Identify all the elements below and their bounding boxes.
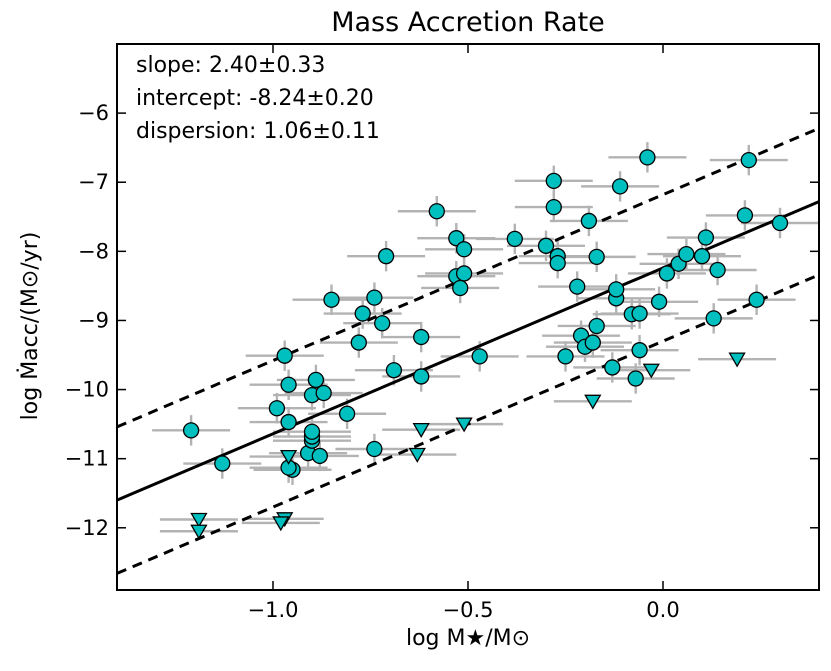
data-point (374, 315, 391, 332)
upper-limit-point (272, 516, 290, 532)
data-point (705, 310, 722, 327)
data-point (650, 293, 668, 310)
data-point (557, 348, 574, 365)
data-point (693, 248, 711, 265)
data-point (452, 279, 469, 297)
y-tick-label: −8 (78, 239, 109, 263)
data-point (549, 254, 566, 272)
y-tick-label: −11 (65, 447, 109, 471)
data-point (608, 281, 625, 298)
upper-limit-point (584, 394, 602, 410)
data-point (280, 376, 297, 393)
x-axis-label: log M★/M⊙ (406, 626, 530, 651)
annotation-slope: slope: 2.40±0.33 (136, 53, 325, 78)
data-point (354, 305, 371, 322)
data-point (323, 291, 340, 308)
data-point (588, 248, 605, 266)
data-point (569, 278, 586, 295)
data-point (276, 347, 293, 364)
data-point (611, 178, 629, 195)
annotation-intercept: intercept: -8.24±0.20 (136, 86, 374, 111)
upper-limit-point (279, 449, 298, 465)
data-point (545, 198, 562, 216)
data-point (658, 265, 676, 282)
y-ticks: −12 −11 −10 −9 −8 −7 −6 (65, 101, 819, 540)
annotations: slope: 2.40±0.33 intercept: -8.24±0.20 d… (136, 53, 380, 144)
y-tick-label: −6 (78, 101, 109, 125)
data-point (448, 230, 465, 247)
data-point (413, 368, 430, 385)
data-point (315, 384, 332, 402)
data-point (338, 405, 356, 422)
data-point (506, 230, 523, 248)
upper-limit-point (455, 417, 473, 433)
data-point (740, 151, 757, 169)
data-point (537, 237, 555, 254)
data-point (588, 317, 605, 335)
data-point (455, 265, 473, 282)
data-point (268, 400, 286, 417)
data-point (580, 212, 598, 230)
data-point (182, 422, 200, 439)
y-tick-label: −7 (78, 170, 109, 194)
data-point (385, 362, 403, 379)
data-point (311, 447, 328, 465)
errorbars (152, 142, 819, 533)
plot-area (117, 126, 819, 575)
data-point (428, 203, 445, 220)
data-point (280, 413, 297, 431)
data-point (678, 245, 695, 263)
upper-limit-point (408, 447, 426, 463)
data-point (307, 371, 325, 389)
points (182, 149, 789, 540)
upper-limit-point (190, 524, 208, 540)
data-point (771, 214, 789, 232)
fit-lines (117, 126, 819, 575)
data-point (631, 305, 648, 322)
x-ticks: −1.0 −0.5 0.0 (248, 44, 680, 622)
data-point (471, 348, 488, 365)
data-point (214, 455, 231, 472)
upper-limit-point (728, 352, 746, 368)
chart-title: Mass Accretion Rate (331, 7, 605, 38)
upper-limit-point (190, 512, 208, 528)
data-point (631, 342, 648, 359)
x-tick-label: −0.5 (443, 598, 494, 622)
data-point (350, 334, 367, 351)
y-tick-label: −9 (78, 308, 109, 332)
data-point (366, 289, 383, 306)
data-point (697, 229, 715, 246)
y-tick-label: −12 (65, 516, 109, 540)
y-axis-label: log Ṁacc/(M⊙/yr) (17, 232, 43, 421)
data-point (709, 261, 726, 279)
x-tick-label: −1.0 (248, 598, 299, 622)
upper-limit-point (412, 423, 430, 438)
data-point (303, 423, 321, 440)
upper-limit-point (642, 363, 660, 379)
data-point (413, 328, 430, 346)
x-tick-label: 0.0 (646, 598, 679, 622)
data-point (627, 370, 644, 387)
data-point (584, 334, 601, 351)
data-point (545, 172, 562, 189)
data-point (377, 248, 395, 265)
annotation-dispersion: dispersion: 1.06±0.11 (136, 119, 380, 144)
data-point (366, 440, 383, 458)
data-point (639, 149, 656, 166)
data-point (748, 291, 765, 308)
data-point (604, 359, 621, 376)
y-tick-label: −10 (65, 378, 109, 402)
data-point (736, 207, 754, 224)
data-point (455, 241, 473, 258)
